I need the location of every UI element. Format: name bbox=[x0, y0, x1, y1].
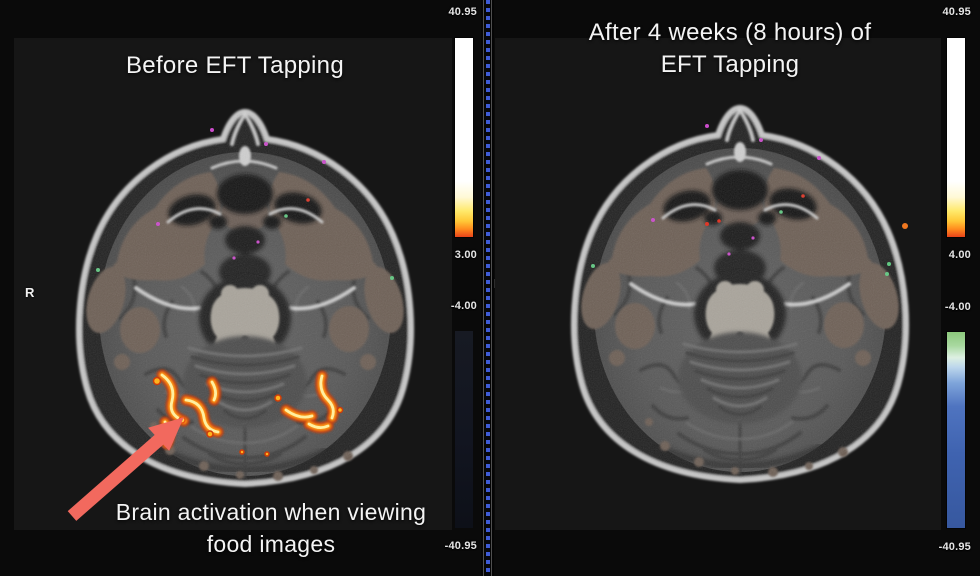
divider-edge-right bbox=[491, 0, 492, 576]
right-negative-colorbar bbox=[947, 332, 965, 528]
left-colorbar-min-label: -40.95 bbox=[444, 540, 477, 552]
right-colorbar-neg-threshold-label: -4.00 bbox=[944, 301, 971, 313]
right-colorbar-min-label: -40.95 bbox=[938, 541, 971, 553]
divider-dotted-line bbox=[485, 0, 490, 576]
residual-specks bbox=[705, 219, 908, 266]
right-positive-colorbar bbox=[947, 38, 965, 237]
right-brain-scan bbox=[557, 78, 923, 488]
left-colorbar-max-label: 40.95 bbox=[448, 6, 477, 18]
panel-divider bbox=[481, 0, 494, 576]
right-colorbar-pos-threshold-label: 4.00 bbox=[948, 249, 971, 261]
caption-line-1: Brain activation when viewing bbox=[115, 499, 427, 525]
orientation-label-r: R bbox=[25, 285, 35, 300]
left-panel-title: Before EFT Tapping bbox=[126, 52, 344, 79]
annotation-arrow bbox=[67, 417, 184, 521]
right-colorbar-max-label: 40.95 bbox=[942, 6, 971, 18]
left-colorbar-neg-threshold-label: -4.00 bbox=[450, 300, 477, 312]
right-panel-title-line-2: EFT Tapping bbox=[660, 51, 800, 78]
caption-line-2: food images bbox=[206, 531, 336, 557]
divider-edge-left bbox=[483, 0, 484, 576]
right-panel-title-line-1: After 4 weeks (8 hours) of bbox=[588, 19, 872, 46]
left-colorbar-pos-threshold-label: 3.00 bbox=[454, 249, 477, 261]
left-positive-colorbar bbox=[455, 38, 473, 237]
left-negative-colorbar bbox=[455, 331, 473, 528]
caption: Brain activation when viewing food image… bbox=[80, 496, 462, 560]
right-panel-title: After 4 weeks (8 hours) of EFT Tapping bbox=[540, 17, 920, 81]
